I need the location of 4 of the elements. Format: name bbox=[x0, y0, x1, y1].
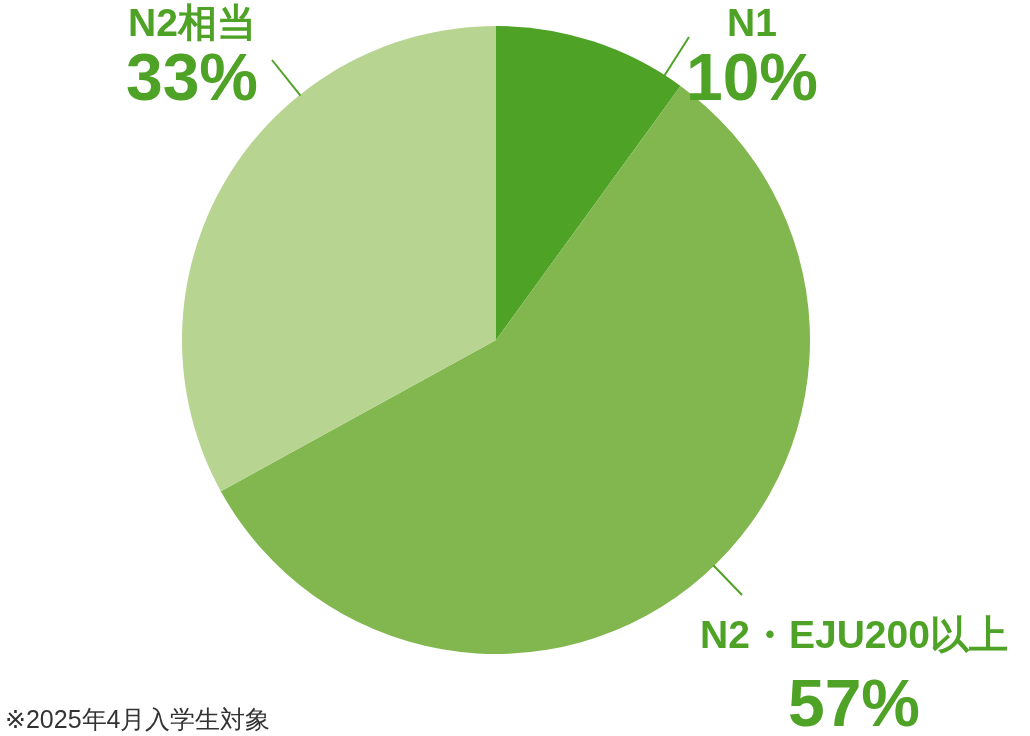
slice-label: N2相当 bbox=[128, 1, 256, 44]
data-label: 57% bbox=[787, 666, 921, 736]
text: ※2025年4月入学生対象 bbox=[5, 705, 271, 733]
slice-label: N2・EJU200以上 bbox=[700, 613, 1008, 656]
